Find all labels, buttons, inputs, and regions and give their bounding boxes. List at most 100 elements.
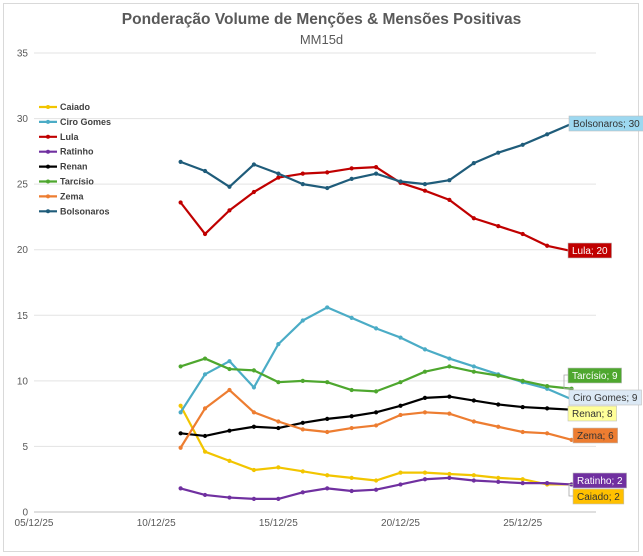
data-point-caiado (349, 475, 354, 481)
data-point-zema (471, 419, 476, 424)
end-label-caiado: Caiado; 2 (568, 484, 625, 505)
data-point-bolsonaros (373, 171, 379, 176)
data-point-tarc-sio (373, 389, 379, 394)
legend-marker (46, 194, 50, 199)
end-label-box (572, 472, 627, 489)
data-point-tarc-sio (325, 380, 330, 385)
data-point-ciro-gomes (276, 342, 281, 347)
y-tick-label: 5 (22, 442, 28, 453)
data-point-ciro-gomes (300, 318, 305, 323)
series-line-zema (179, 388, 572, 449)
data-point-ratinho (349, 488, 354, 494)
data-point-ciro-gomes (178, 410, 183, 415)
data-point-ciro-gomes (398, 335, 403, 340)
y-tick-label: 35 (17, 49, 29, 60)
data-point-lula (422, 188, 428, 193)
data-point-renan (276, 425, 281, 431)
legend-item-lula: Lula (39, 132, 79, 142)
data-point-tarc-sio (422, 369, 428, 374)
end-label-ratinho: Ratinho; 2 (572, 472, 627, 489)
legend-marker (46, 164, 50, 169)
data-point-bolsonaros (496, 150, 501, 155)
series-line-bolsonaros (180, 122, 572, 190)
gridlines (34, 52, 596, 513)
data-point-caiado (227, 458, 232, 463)
data-point-ratinho (325, 486, 330, 491)
end-label-box (567, 405, 617, 422)
data-point-renan (325, 416, 330, 421)
data-point-zema (349, 425, 354, 431)
data-point-lula (325, 170, 330, 175)
data-point-ratinho (398, 482, 403, 487)
legend-item-ratinho: Ratinho (39, 147, 94, 157)
end-label-box (567, 242, 612, 259)
data-point-caiado (447, 471, 452, 477)
data-point-tarc-sio (398, 380, 403, 385)
data-point-caiado (251, 467, 257, 473)
data-point-renan (447, 394, 452, 399)
series-lines (178, 121, 574, 501)
data-point-caiado (325, 473, 330, 478)
data-point-bolsonaros (325, 185, 330, 191)
chart-title: Ponderação Volume de Menções & Mensões P… (121, 11, 522, 28)
x-tick-label: 20/12/25 (381, 518, 420, 529)
y-tick-label: 30 (17, 114, 29, 125)
data-point-bolsonaros (202, 168, 208, 174)
chart-subtitle: MM15d (299, 32, 344, 47)
data-point-renan (251, 424, 257, 429)
data-point-ratinho (178, 486, 183, 491)
data-point-zema (447, 411, 452, 416)
end-label-box (567, 367, 622, 384)
data-point-lula (227, 208, 232, 213)
y-tick-label: 25 (17, 180, 29, 191)
legend-item-caiado: Caiado (39, 102, 91, 112)
end-label-tarc-sio: Tarcísio; 9 (563, 367, 622, 390)
end-label-text: Zema; 6 (577, 431, 614, 442)
data-point-renan (520, 404, 525, 410)
x-tick-label: 25/12/25 (503, 518, 542, 529)
axes: 0 5 10 15 20 25 30 35 05/12/25 10/12/25 15/12/25 20… (15, 49, 543, 530)
data-point-bolsonaros (276, 171, 281, 176)
data-point-bolsonaros (520, 142, 525, 147)
data-point-renan (422, 395, 428, 401)
data-point-zema (520, 429, 525, 435)
data-point-ratinho (422, 477, 428, 482)
data-point-zema (202, 406, 208, 411)
end-label-ciro-gomes: Ciro Gomes; 9 (568, 389, 642, 406)
data-point-ratinho (447, 475, 452, 481)
y-tick-label: 0 (22, 508, 28, 519)
data-point-ciro-gomes (349, 315, 354, 321)
data-point-renan (398, 403, 403, 408)
data-point-tarc-sio (251, 368, 257, 373)
x-tick-label: 10/12/25 (137, 518, 176, 529)
data-point-ciro-gomes (471, 364, 476, 369)
data-point-renan (545, 406, 550, 411)
data-point-lula (178, 200, 183, 205)
legend-label: Ciro Gomes (60, 117, 111, 127)
end-label-box (572, 488, 625, 505)
data-point-ciro-gomes (373, 326, 379, 331)
data-point-tarc-sio (545, 384, 550, 389)
data-point-bolsonaros (251, 162, 257, 167)
data-point-bolsonaros (398, 179, 403, 184)
data-point-lula (202, 231, 208, 237)
data-point-caiado (300, 469, 305, 474)
data-point-bolsonaros (178, 159, 183, 164)
data-point-caiado (520, 477, 525, 482)
data-point-ratinho (251, 496, 257, 501)
data-point-ciro-gomes (251, 385, 257, 390)
data-point-zema (276, 419, 281, 424)
data-point-caiado (178, 403, 183, 408)
data-point-ratinho (227, 495, 232, 500)
legend-label: Ratinho (60, 147, 94, 157)
legend-marker (46, 209, 50, 214)
data-point-ratinho (300, 490, 305, 495)
data-point-zema (545, 431, 550, 436)
data-point-zema (300, 427, 305, 432)
data-point-tarc-sio (178, 364, 183, 369)
data-point-bolsonaros (545, 132, 550, 137)
data-point-caiado (398, 470, 403, 475)
data-point-caiado (496, 475, 501, 481)
data-point-lula (471, 216, 476, 221)
